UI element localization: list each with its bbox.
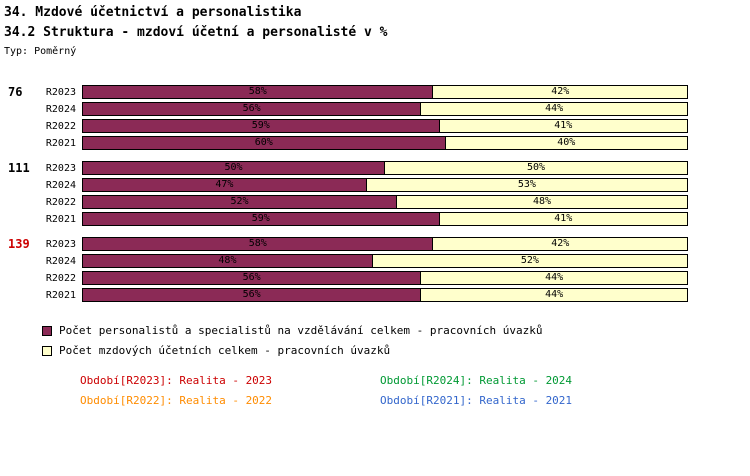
bar-segment: 50% [385,161,688,175]
bar-segment: 56% [82,102,422,116]
chart-group: 139 R2023 58% 42% R2024 48% 52% R2022 56% 44% R202… [4,237,688,302]
bar-segment: 58% [82,237,434,251]
page-title: 34. Mzdové účetnictví a personalistika [4,5,302,20]
row-period-label: R2022 [45,272,76,284]
bar-segment: 56% [82,271,422,285]
stacked-bar: 59% 41% [82,212,688,226]
bar-segment: 44% [421,102,688,116]
bar-segment: 56% [82,288,422,302]
bar-segment: 44% [421,271,688,285]
bar-segment: 42% [433,85,688,99]
stacked-bar: 59% 41% [82,119,688,133]
chart-group: 76 R2023 58% 42% R2024 56% 44% R2022 59% 41% R2021… [4,85,688,150]
period-label: Období[R2022]: Realita - 2022 [80,394,273,407]
row-period-label: R2022 [45,196,76,208]
row-period-label: R2024 [45,103,76,115]
period-label: Období[R2023]: Realita - 2023 [80,374,273,387]
bar-segment: 52% [372,254,688,268]
bar-segment: 58% [82,85,434,99]
legend: Počet personalistů a specialistů na vzdě… [42,322,750,360]
chart-row: R2024 48% 52% [4,254,688,268]
stacked-bar: 60% 40% [82,136,688,150]
bar-segment: 50% [82,161,385,175]
row-period-label: R2023 [45,86,76,98]
chart-row: R2024 47% 53% [4,178,688,192]
chart-row: R2021 60% 40% [4,136,688,150]
bar-segment: 42% [433,237,688,251]
stacked-bar: 56% 44% [82,271,688,285]
period-labels: Období[R2023]: Realita - 2023 Období[R202… [80,374,750,407]
bar-segment: 41% [439,212,688,226]
row-period-label: R2022 [45,120,76,132]
stacked-bar: 58% 42% [82,85,688,99]
bar-segment: 48% [397,195,688,209]
stacked-bar: 50% 50% [82,161,688,175]
chart-row: R2022 56% 44% [4,271,688,285]
chart-row: R2021 59% 41% [4,212,688,226]
type-label: Typ: Poměrný [4,46,77,57]
legend-label: Počet mzdových účetních celkem - pracovn… [59,344,391,357]
bar-segment: 60% [82,136,446,150]
chart-row: 111 R2023 50% 50% [4,161,688,175]
stacked-bar-chart: 76 R2023 58% 42% R2024 56% 44% R2022 59% 41% R2021… [0,85,688,302]
chart-row: R2021 56% 44% [4,288,688,302]
bar-segment: 44% [421,288,688,302]
row-period-label: R2024 [45,255,76,267]
page-subtitle: 34.2 Struktura - mzdoví účetní a persona… [4,25,388,40]
row-period-label: R2023 [45,162,76,174]
period-label: Období[R2021]: Realita - 2021 [380,394,573,407]
group-total-label: 139 [8,237,30,251]
group-total-label: 76 [8,85,23,99]
group-total-label: 111 [8,161,30,175]
stacked-bar: 56% 44% [82,102,688,116]
chart-row: 76 R2023 58% 42% [4,85,688,99]
stacked-bar: 52% 48% [82,195,688,209]
chart-row: R2022 59% 41% [4,119,688,133]
chart-row: R2024 56% 44% [4,102,688,116]
period-label: Období[R2024]: Realita - 2024 [380,374,573,387]
stacked-bar: 48% 52% [82,254,688,268]
bar-segment: 59% [82,119,440,133]
row-period-label: R2023 [45,238,76,250]
row-period-label: R2024 [45,179,76,191]
stacked-bar: 56% 44% [82,288,688,302]
bar-segment: 59% [82,212,440,226]
legend-item: Počet personalistů a specialistů na vzdě… [42,322,750,340]
bar-segment: 40% [445,136,688,150]
row-period-label: R2021 [45,137,76,149]
bar-segment: 53% [366,178,688,192]
legend-swatch-icon [42,346,52,356]
stacked-bar: 58% 42% [82,237,688,251]
chart-row: R2022 52% 48% [4,195,688,209]
row-period-label: R2021 [45,213,76,225]
legend-swatch-icon [42,326,52,336]
bar-segment: 41% [439,119,688,133]
bar-segment: 52% [82,195,398,209]
bar-segment: 48% [82,254,373,268]
bar-segment: 47% [82,178,367,192]
chart-group: 111 R2023 50% 50% R2024 47% 53% R2022 52% 48% R202… [4,161,688,226]
legend-item: Počet mzdových účetních celkem - pracovn… [42,342,750,360]
stacked-bar: 47% 53% [82,178,688,192]
legend-label: Počet personalistů a specialistů na vzdě… [59,324,543,337]
chart-row: 139 R2023 58% 42% [4,237,688,251]
row-period-label: R2021 [45,289,76,301]
